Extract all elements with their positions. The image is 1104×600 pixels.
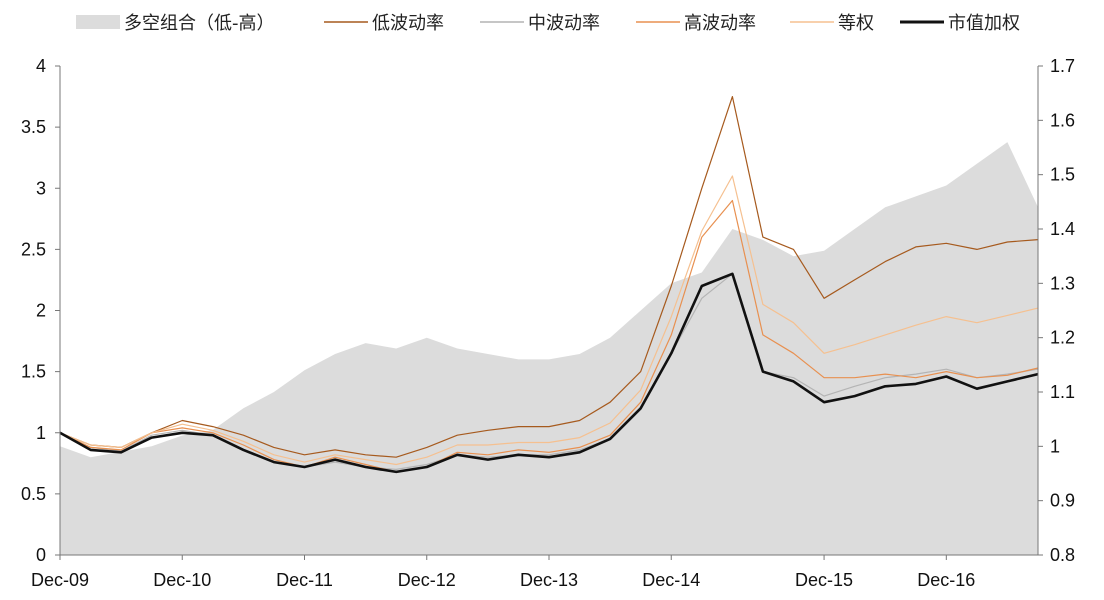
legend-label: 中波动率 bbox=[528, 13, 600, 34]
y-left-tick-label: 1.5 bbox=[21, 362, 46, 382]
x-tick-label: Dec-09 bbox=[31, 570, 89, 590]
legend-item-series-2: 中波动率 bbox=[480, 13, 600, 34]
legend: 多空组合（低-高） 低波动率 中波动率 高波动率 等权 市值加权 bbox=[76, 13, 1020, 34]
y-left-tick-label: 3 bbox=[36, 178, 46, 198]
y-right-tick-label: 1.2 bbox=[1050, 328, 1075, 348]
x-tick-label: Dec-10 bbox=[153, 570, 211, 590]
y-left-tick-label: 3.5 bbox=[21, 117, 46, 137]
line-series-5 bbox=[59, 272, 1039, 474]
y-left-tick-label: 2.5 bbox=[21, 239, 46, 259]
y-left-tick-label: 2 bbox=[36, 301, 46, 321]
series-layer bbox=[59, 96, 1039, 555]
plot-area: 0 0.5 1 1.5 2 2.5 3 3.5 4 0.8 0.9 1 1.1 1.2 1.3 1.4 1.5 1… bbox=[21, 56, 1075, 590]
legend-swatch bbox=[76, 15, 120, 29]
y-left-tick-label: 0 bbox=[36, 545, 46, 565]
legend-label: 多空组合（低-高） bbox=[124, 13, 275, 34]
y-right-tick-label: 1.3 bbox=[1050, 273, 1075, 293]
y-right-tick-label: 1.4 bbox=[1050, 219, 1075, 239]
line-series-4 bbox=[59, 175, 1039, 466]
legend-label: 市值加权 bbox=[948, 13, 1020, 34]
y-left-tick-label: 0.5 bbox=[21, 484, 46, 504]
y-left-tick-label: 1 bbox=[36, 423, 46, 443]
legend-item-series-4: 等权 bbox=[790, 13, 874, 34]
axes-layer: 0 0.5 1 1.5 2 2.5 3 3.5 4 0.8 0.9 1 1.1 1.2 1.3 1.4 1.5 1… bbox=[21, 56, 1075, 590]
legend-item-series-5: 市值加权 bbox=[900, 13, 1020, 34]
legend-item-series-3: 高波动率 bbox=[636, 13, 756, 34]
y-right-tick-label: 1.7 bbox=[1050, 56, 1075, 76]
legend-item-series-1: 低波动率 bbox=[324, 13, 444, 34]
x-tick-label: Dec-11 bbox=[276, 570, 333, 590]
x-tick-label: Dec-14 bbox=[642, 570, 700, 590]
line-series-1 bbox=[59, 96, 1039, 458]
legend-label: 低波动率 bbox=[372, 13, 444, 34]
y-right-tick-label: 0.9 bbox=[1050, 491, 1075, 511]
legend-label: 等权 bbox=[838, 13, 874, 34]
x-tick-label: Dec-12 bbox=[398, 570, 456, 590]
legend-item-series-0: 多空组合（低-高） bbox=[76, 13, 275, 34]
area-series-0 bbox=[60, 142, 1038, 555]
y-right-tick-label: 1.1 bbox=[1050, 382, 1075, 402]
y-right-tick-label: 1.5 bbox=[1050, 165, 1075, 185]
y-right-tick-label: 1.6 bbox=[1050, 110, 1075, 130]
x-tick-label: Dec-15 bbox=[795, 570, 853, 590]
x-tick-label: Dec-13 bbox=[520, 570, 578, 590]
line-series-3 bbox=[59, 199, 1039, 473]
y-right-tick-label: 1 bbox=[1050, 436, 1060, 456]
x-tick-label: Dec-16 bbox=[917, 570, 975, 590]
y-right-tick-label: 0.8 bbox=[1050, 545, 1075, 565]
y-left-tick-label: 4 bbox=[36, 56, 46, 76]
legend-label: 高波动率 bbox=[684, 13, 756, 34]
